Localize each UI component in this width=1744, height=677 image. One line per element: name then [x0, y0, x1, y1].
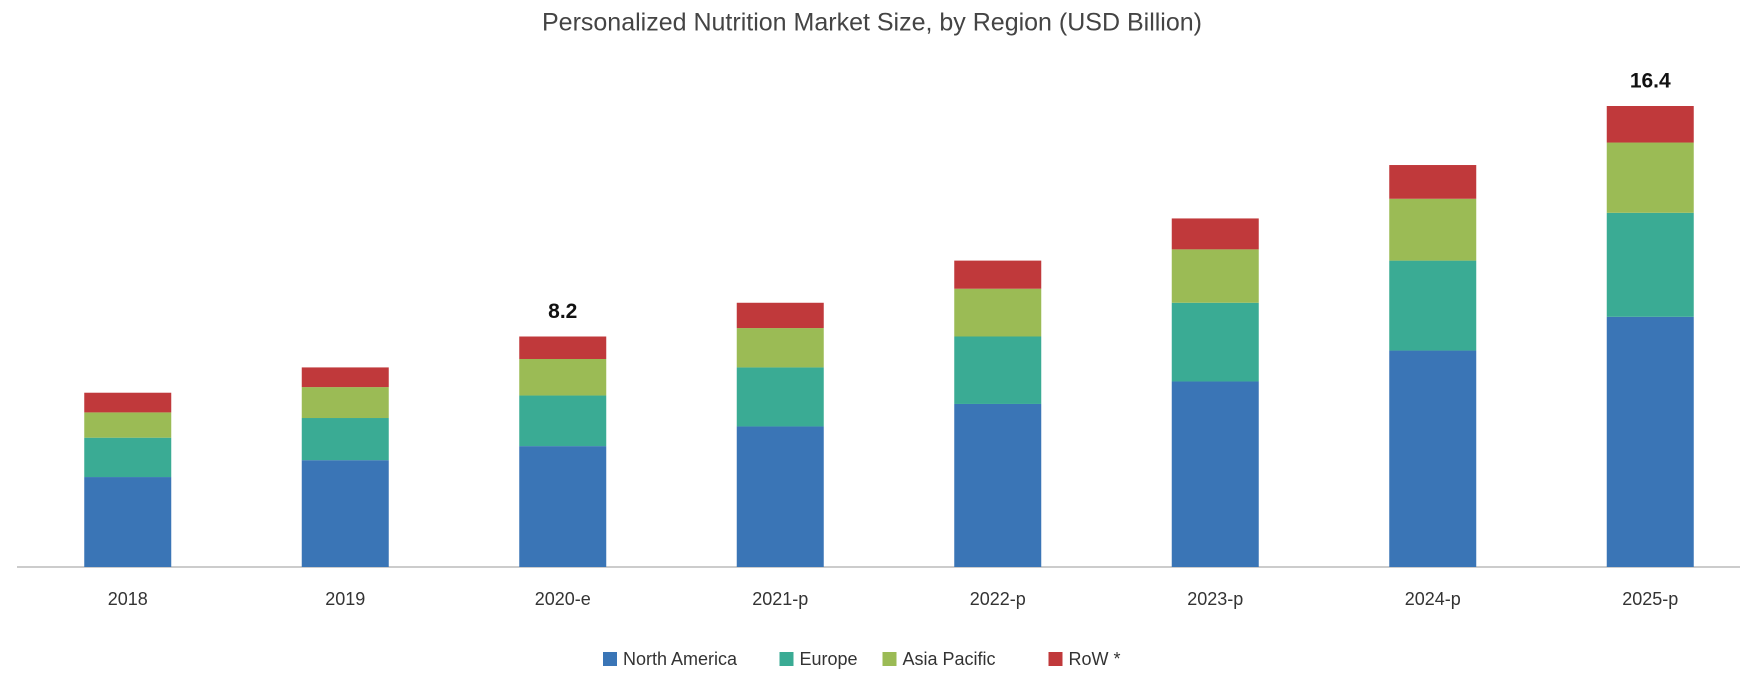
bar-segment [301, 418, 389, 461]
x-tick-label: 2019 [325, 589, 365, 609]
bar-segment [519, 336, 607, 359]
bar-segment [84, 477, 172, 567]
bar-segment [736, 328, 824, 368]
bar-segment [519, 446, 607, 567]
x-tick-label: 2020-e [535, 589, 591, 609]
bar-segment [954, 260, 1042, 289]
bar-segment [1389, 165, 1477, 199]
legend-swatch [882, 652, 897, 666]
bar-segment [1389, 260, 1477, 351]
chart-title: Personalized Nutrition Market Size, by R… [542, 9, 1202, 37]
x-tick-label: 2025-p [1622, 589, 1678, 609]
bar-segment [301, 460, 389, 567]
bar-segment [1606, 142, 1694, 213]
bar-segment [736, 367, 824, 427]
bar-segment [1171, 381, 1259, 567]
legend-label: North America [623, 649, 738, 669]
bar-segment [954, 288, 1042, 337]
bar-segment [1389, 198, 1477, 261]
bar-segment [1171, 302, 1259, 382]
bar-segment [1606, 316, 1694, 567]
bar-segment [1171, 249, 1259, 303]
x-tick-label: 2023-p [1187, 589, 1243, 609]
bar-segment [84, 437, 172, 478]
bar-segment [519, 358, 607, 396]
x-tick-label: 2022-p [970, 589, 1026, 609]
legend-label: RoW * [1069, 649, 1121, 669]
bar-segment [954, 403, 1042, 567]
bar-segment [954, 336, 1042, 404]
legend-swatch [603, 652, 617, 666]
bar-segment [84, 412, 172, 438]
legend-label: Europe [800, 649, 858, 669]
x-tick-label: 2024-p [1405, 589, 1461, 609]
total-label: 16.4 [1630, 70, 1671, 93]
bar-segment [519, 395, 607, 447]
legend-swatch [779, 652, 794, 666]
bar-segment [301, 387, 389, 419]
legend-label: Asia Pacific [903, 649, 996, 669]
bar-segment [736, 302, 824, 329]
legend-swatch [1048, 652, 1063, 666]
bar-segment [1606, 212, 1694, 317]
total-label: 8.2 [548, 300, 577, 323]
bar-segment [1171, 218, 1259, 250]
bar-segment [301, 367, 389, 388]
x-tick-label: 2021-p [752, 589, 808, 609]
bar-segment [1389, 350, 1477, 567]
x-tick-label: 2018 [108, 589, 148, 609]
bar-segment [1606, 106, 1694, 143]
bar-segment [736, 426, 824, 567]
bar-segment [84, 392, 172, 413]
